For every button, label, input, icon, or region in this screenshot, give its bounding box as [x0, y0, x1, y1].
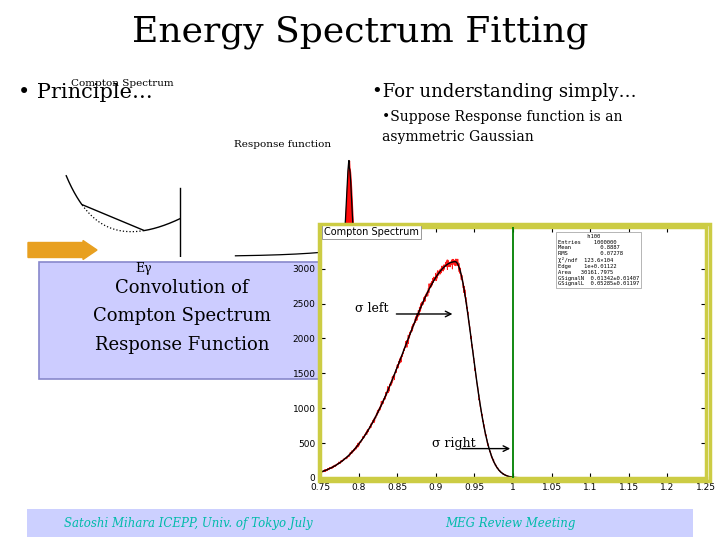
- FancyBboxPatch shape: [39, 262, 326, 379]
- Text: Response function: Response function: [234, 140, 331, 149]
- Text: • Principle…: • Principle…: [18, 83, 153, 102]
- Text: Satoshi Mihara ICEPP, Univ. of Tokyo July: Satoshi Mihara ICEPP, Univ. of Tokyo Jul…: [63, 516, 312, 530]
- Text: Energy Spectrum Fitting: Energy Spectrum Fitting: [132, 15, 588, 49]
- Text: σ left: σ left: [355, 302, 389, 315]
- FancyBboxPatch shape: [27, 509, 693, 537]
- Text: h100
Entries    1000000
Mean         0.8887
RMS          0.07278
χ²/ndf  123.6×1: h100 Entries 1000000 Mean 0.8887 RMS 0.0…: [558, 234, 639, 286]
- Text: MEG Review Meeting: MEG Review Meeting: [445, 516, 575, 530]
- Text: Response Function: Response Function: [95, 336, 269, 354]
- Text: Compton Spectrum: Compton Spectrum: [324, 227, 419, 237]
- Text: •Suppose Response function is an
asymmetric Gaussian: •Suppose Response function is an asymmet…: [382, 110, 623, 144]
- FancyArrow shape: [28, 240, 97, 260]
- Text: •For understanding simply…: •For understanding simply…: [372, 83, 636, 101]
- Text: Nₚₑ: Nₚₑ: [351, 258, 371, 271]
- Text: Compton Spectrum: Compton Spectrum: [71, 79, 174, 88]
- Text: σ right: σ right: [432, 436, 476, 449]
- Text: Convolution of: Convolution of: [115, 279, 248, 297]
- Text: Eγ: Eγ: [135, 262, 153, 275]
- Text: Compton Spectrum: Compton Spectrum: [93, 307, 271, 325]
